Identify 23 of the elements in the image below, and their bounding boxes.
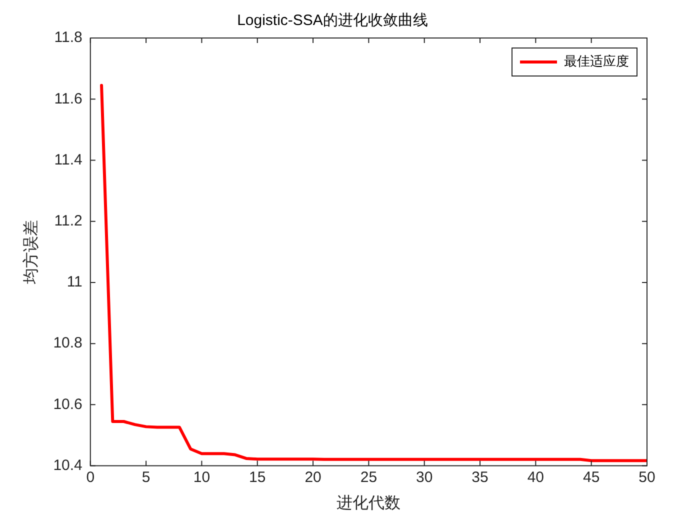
y-tick-label: 10.4 xyxy=(53,456,82,474)
y-tick-label: 10.6 xyxy=(53,396,82,413)
x-tick-label: 35 xyxy=(472,468,488,486)
x-tick-label: 20 xyxy=(304,468,322,486)
y-tick-label: 11 xyxy=(66,274,82,291)
y-axis-title: 均方误差 xyxy=(22,220,40,285)
y-tick-label: 10.8 xyxy=(53,334,82,352)
y-tick-label: 11.4 xyxy=(54,151,82,168)
x-tick-label: 0 xyxy=(86,468,95,486)
x-tick-label: 30 xyxy=(416,468,433,486)
x-tick-label: 15 xyxy=(249,468,266,486)
chart-title: Logistic-SSA的进化收敛曲线 xyxy=(237,12,428,30)
x-axis-title: 进化代数 xyxy=(336,494,401,512)
legend-label: 最佳适应度 xyxy=(564,54,629,69)
y-tick-label: 11.8 xyxy=(54,29,82,46)
x-tick-label: 50 xyxy=(638,468,656,486)
x-tick-label: 45 xyxy=(582,468,600,486)
y-tick-label: 11.6 xyxy=(54,90,82,108)
x-tick-label: 40 xyxy=(527,468,544,486)
x-tick-label: 10 xyxy=(193,468,210,486)
y-tick-label: 11.2 xyxy=(54,212,82,230)
x-tick-label: 5 xyxy=(142,468,150,486)
x-tick-label: 25 xyxy=(360,468,378,486)
